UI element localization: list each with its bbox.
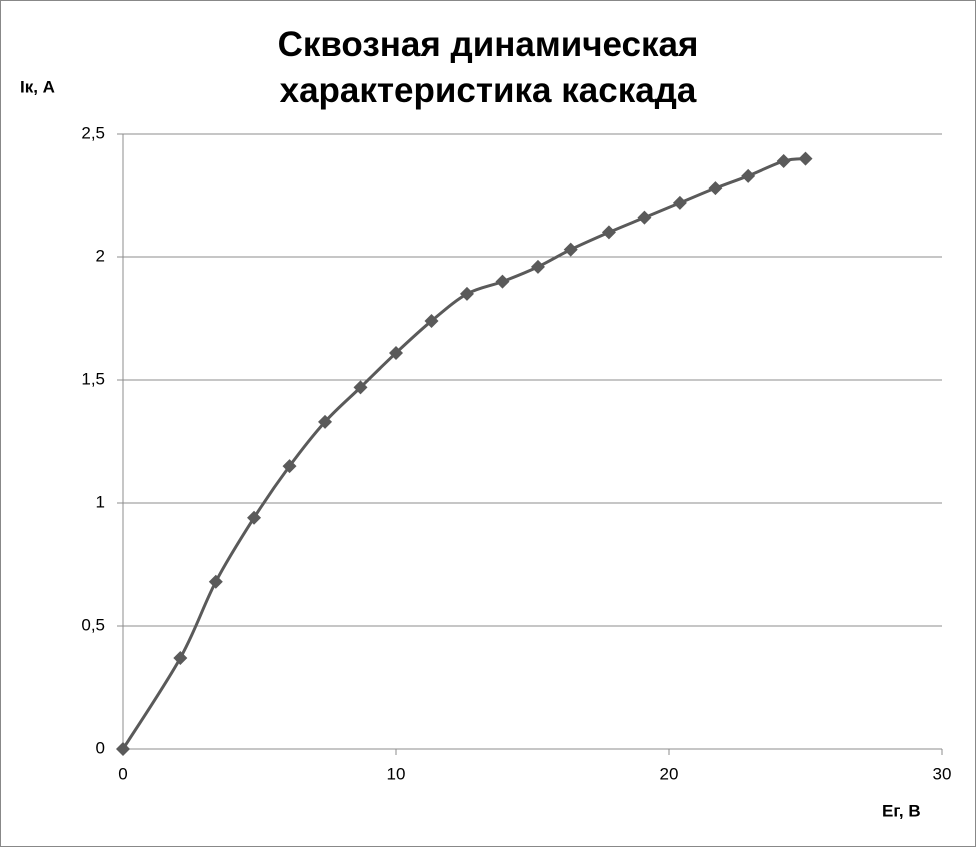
marker [601,225,616,240]
marker [741,168,756,183]
y-axis-title: Iк, А [20,77,55,96]
marker [530,259,545,274]
marker [637,210,652,225]
marker [424,313,439,328]
x-tick-label: 0 [118,764,127,783]
marker [798,151,813,166]
marker [459,286,474,301]
x-tick-label: 10 [387,764,406,783]
marker [495,274,510,289]
chart-title: Сквозная динамическая характеристика кас… [277,25,699,110]
marker [563,242,578,257]
x-tick-label: 20 [660,764,679,783]
x-tick-label: 30 [933,764,952,783]
marker [247,510,262,525]
marker [353,380,368,395]
marker [389,345,403,360]
y-tick-label: 0 [96,738,105,757]
y-tick-label: 0,5 [81,615,105,634]
marker [708,181,723,196]
y-tick-label: 1,5 [81,369,105,388]
y-tick-label: 2,5 [81,123,105,142]
marker [282,459,297,474]
marker [208,574,223,589]
y-tick-label: 1 [96,492,105,511]
marker [173,650,188,665]
marker [672,195,687,210]
y-tick-label: 2 [96,246,105,265]
marker [776,154,791,169]
marker [318,414,333,429]
marker [116,742,130,756]
x-axis-title: Eг, В [882,801,921,820]
